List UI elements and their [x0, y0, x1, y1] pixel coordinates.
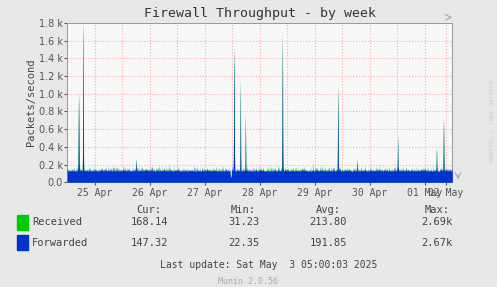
Text: 168.14: 168.14 [130, 218, 168, 227]
Text: Max:: Max: [425, 205, 450, 215]
Text: Avg:: Avg: [316, 205, 340, 215]
Text: 191.85: 191.85 [309, 238, 347, 247]
Text: Min:: Min: [231, 205, 256, 215]
Y-axis label: Packets/second: Packets/second [26, 59, 36, 146]
Text: 22.35: 22.35 [228, 238, 259, 247]
Text: Received: Received [32, 218, 83, 227]
Title: Firewall Throughput - by week: Firewall Throughput - by week [144, 7, 376, 20]
Text: 2.69k: 2.69k [422, 218, 453, 227]
Text: Forwarded: Forwarded [32, 238, 88, 247]
Text: Munin 2.0.56: Munin 2.0.56 [219, 277, 278, 286]
Text: Last update: Sat May  3 05:00:03 2025: Last update: Sat May 3 05:00:03 2025 [160, 260, 377, 270]
Text: 213.80: 213.80 [309, 218, 347, 227]
Text: 2.67k: 2.67k [422, 238, 453, 247]
Text: 31.23: 31.23 [228, 218, 259, 227]
Text: RRDTOOL / TOBI OETIKER: RRDTOOL / TOBI OETIKER [490, 79, 495, 162]
Text: Cur:: Cur: [137, 205, 162, 215]
Text: 147.32: 147.32 [130, 238, 168, 247]
